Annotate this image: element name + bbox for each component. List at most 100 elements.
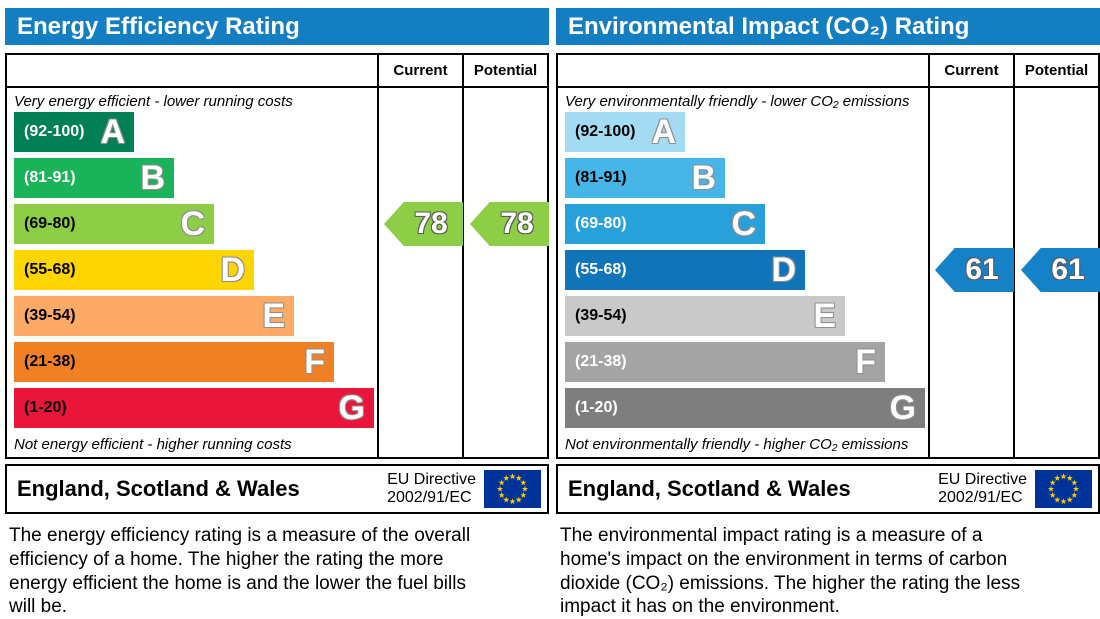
- band-letter: G: [338, 389, 365, 427]
- eir-band-e: (39-54) E: [565, 296, 845, 336]
- current-column-header: Current: [928, 55, 1013, 86]
- band-row: (81-91) B: [14, 158, 377, 198]
- band-letter: E: [813, 297, 836, 335]
- table-header-row: Current Potential: [7, 55, 547, 88]
- bottom-caption: Not environmentally friendly - higher CO…: [565, 436, 909, 453]
- band-range-label: (81-91): [575, 169, 627, 186]
- band-row: (55-68) D: [14, 250, 377, 290]
- band-range-label: (1-20): [24, 399, 67, 416]
- band-row: (1-20) G: [565, 388, 928, 428]
- band-letter: B: [691, 159, 716, 197]
- eu-directive-label: EU Directive 2002/91/EC: [938, 471, 1027, 507]
- environmental-impact-description: The environmental impact rating is a mea…: [560, 525, 1021, 618]
- eu-directive-line2: 2002/91/EC: [387, 489, 472, 506]
- band-range-label: (21-38): [24, 353, 76, 370]
- bands-area: Very energy efficient - lower running co…: [7, 88, 377, 457]
- eu-flag-icon: [1035, 470, 1092, 508]
- eu-directive-label: EU Directive 2002/91/EC: [387, 471, 476, 507]
- band-letter: D: [771, 251, 796, 289]
- current-rating-arrow: 61: [935, 248, 1014, 292]
- band-letter: F: [304, 343, 325, 381]
- band-range-label: (1-20): [575, 399, 618, 416]
- band-range-label: (21-38): [575, 353, 627, 370]
- eir-band-c: (69-80) C: [565, 204, 765, 244]
- band-range-label: (55-68): [575, 261, 627, 278]
- band-row: (69-80) C: [565, 204, 928, 244]
- environmental-impact-table: Current Potential Very environmentally f…: [556, 53, 1100, 459]
- current-column-header: Current: [377, 55, 462, 86]
- band-range-label: (81-91): [24, 169, 76, 186]
- eu-flag-icon: [484, 470, 541, 508]
- potential-column: [462, 88, 547, 457]
- band-letter: A: [100, 113, 125, 151]
- eer-band-a: (92-100) A: [14, 112, 134, 152]
- band-row: (1-20) G: [14, 388, 377, 428]
- potential-rating-value: 78: [500, 207, 534, 240]
- energy-efficiency-chart: Energy Efficiency Rating Current Potenti…: [5, 8, 549, 619]
- current-column: [928, 88, 1013, 457]
- current-column: [377, 88, 462, 457]
- potential-column-header: Potential: [462, 55, 547, 86]
- band-letter: D: [220, 251, 245, 289]
- band-range-label: (69-80): [24, 215, 76, 232]
- top-caption: Very environmentally friendly - lower CO…: [565, 93, 910, 110]
- regions-footer: England, Scotland & Wales EU Directive 2…: [5, 464, 549, 514]
- header-spacer: [558, 55, 928, 86]
- band-range-label: (39-54): [575, 307, 627, 324]
- regions-footer: England, Scotland & Wales EU Directive 2…: [556, 464, 1100, 514]
- bands-area: Very environmentally friendly - lower CO…: [558, 88, 928, 457]
- band-range-label: (92-100): [575, 123, 636, 140]
- eir-band-b: (81-91) B: [565, 158, 725, 198]
- eer-band-d: (55-68) D: [14, 250, 254, 290]
- current-rating-value: 78: [414, 207, 448, 240]
- eir-band-g: (1-20) G: [565, 388, 925, 428]
- band-row: (21-38) F: [14, 342, 377, 382]
- table-body: Very energy efficient - lower running co…: [7, 88, 549, 457]
- band-range-label: (92-100): [24, 123, 85, 140]
- table-body: Very environmentally friendly - lower CO…: [558, 88, 1100, 457]
- eir-band-d: (55-68) D: [565, 250, 805, 290]
- band-range-label: (55-68): [24, 261, 76, 278]
- band-letter: G: [889, 389, 916, 427]
- environmental-impact-chart: Environmental Impact (CO₂) Rating Curren…: [556, 8, 1100, 619]
- bottom-caption: Not energy efficient - higher running co…: [14, 436, 292, 453]
- band-row: (21-38) F: [565, 342, 928, 382]
- band-letter: E: [262, 297, 285, 335]
- band-letter: C: [180, 205, 205, 243]
- band-row: (92-100) A: [565, 112, 928, 152]
- eu-directive-line2: 2002/91/EC: [938, 489, 1023, 506]
- energy-efficiency-title: Energy Efficiency Rating: [5, 8, 549, 45]
- eer-band-c: (69-80) C: [14, 204, 214, 244]
- band-row: (92-100) A: [14, 112, 377, 152]
- top-caption: Very energy efficient - lower running co…: [14, 93, 293, 110]
- environmental-impact-title: Environmental Impact (CO₂) Rating: [556, 8, 1100, 45]
- eer-band-e: (39-54) E: [14, 296, 294, 336]
- region-label: England, Scotland & Wales: [17, 476, 300, 501]
- energy-efficiency-description: The energy efficiency rating is a measur…: [9, 525, 471, 618]
- band-row: (69-80) C: [14, 204, 377, 244]
- current-rating-value: 61: [965, 253, 999, 286]
- band-letter: F: [855, 343, 876, 381]
- potential-column: [1013, 88, 1098, 457]
- energy-efficiency-table: Current Potential Very energy efficient …: [5, 53, 549, 459]
- table-header-row: Current Potential: [558, 55, 1098, 88]
- eir-band-a: (92-100) A: [565, 112, 685, 152]
- band-range-label: (39-54): [24, 307, 76, 324]
- band-letter: B: [140, 159, 165, 197]
- band-row: (39-54) E: [565, 296, 928, 336]
- potential-column-header: Potential: [1013, 55, 1098, 86]
- band-letter: A: [651, 113, 676, 151]
- eu-directive-line1: EU Directive: [938, 471, 1027, 489]
- band-row: (55-68) D: [565, 250, 928, 290]
- eir-band-f: (21-38) F: [565, 342, 885, 382]
- eu-directive-line1: EU Directive: [387, 471, 476, 489]
- band-range-label: (69-80): [575, 215, 627, 232]
- eer-band-f: (21-38) F: [14, 342, 334, 382]
- band-row: (39-54) E: [14, 296, 377, 336]
- potential-rating-value: 61: [1051, 253, 1085, 286]
- band-row: (81-91) B: [565, 158, 928, 198]
- eer-band-b: (81-91) B: [14, 158, 174, 198]
- region-label: England, Scotland & Wales: [568, 476, 851, 501]
- band-letter: C: [731, 205, 756, 243]
